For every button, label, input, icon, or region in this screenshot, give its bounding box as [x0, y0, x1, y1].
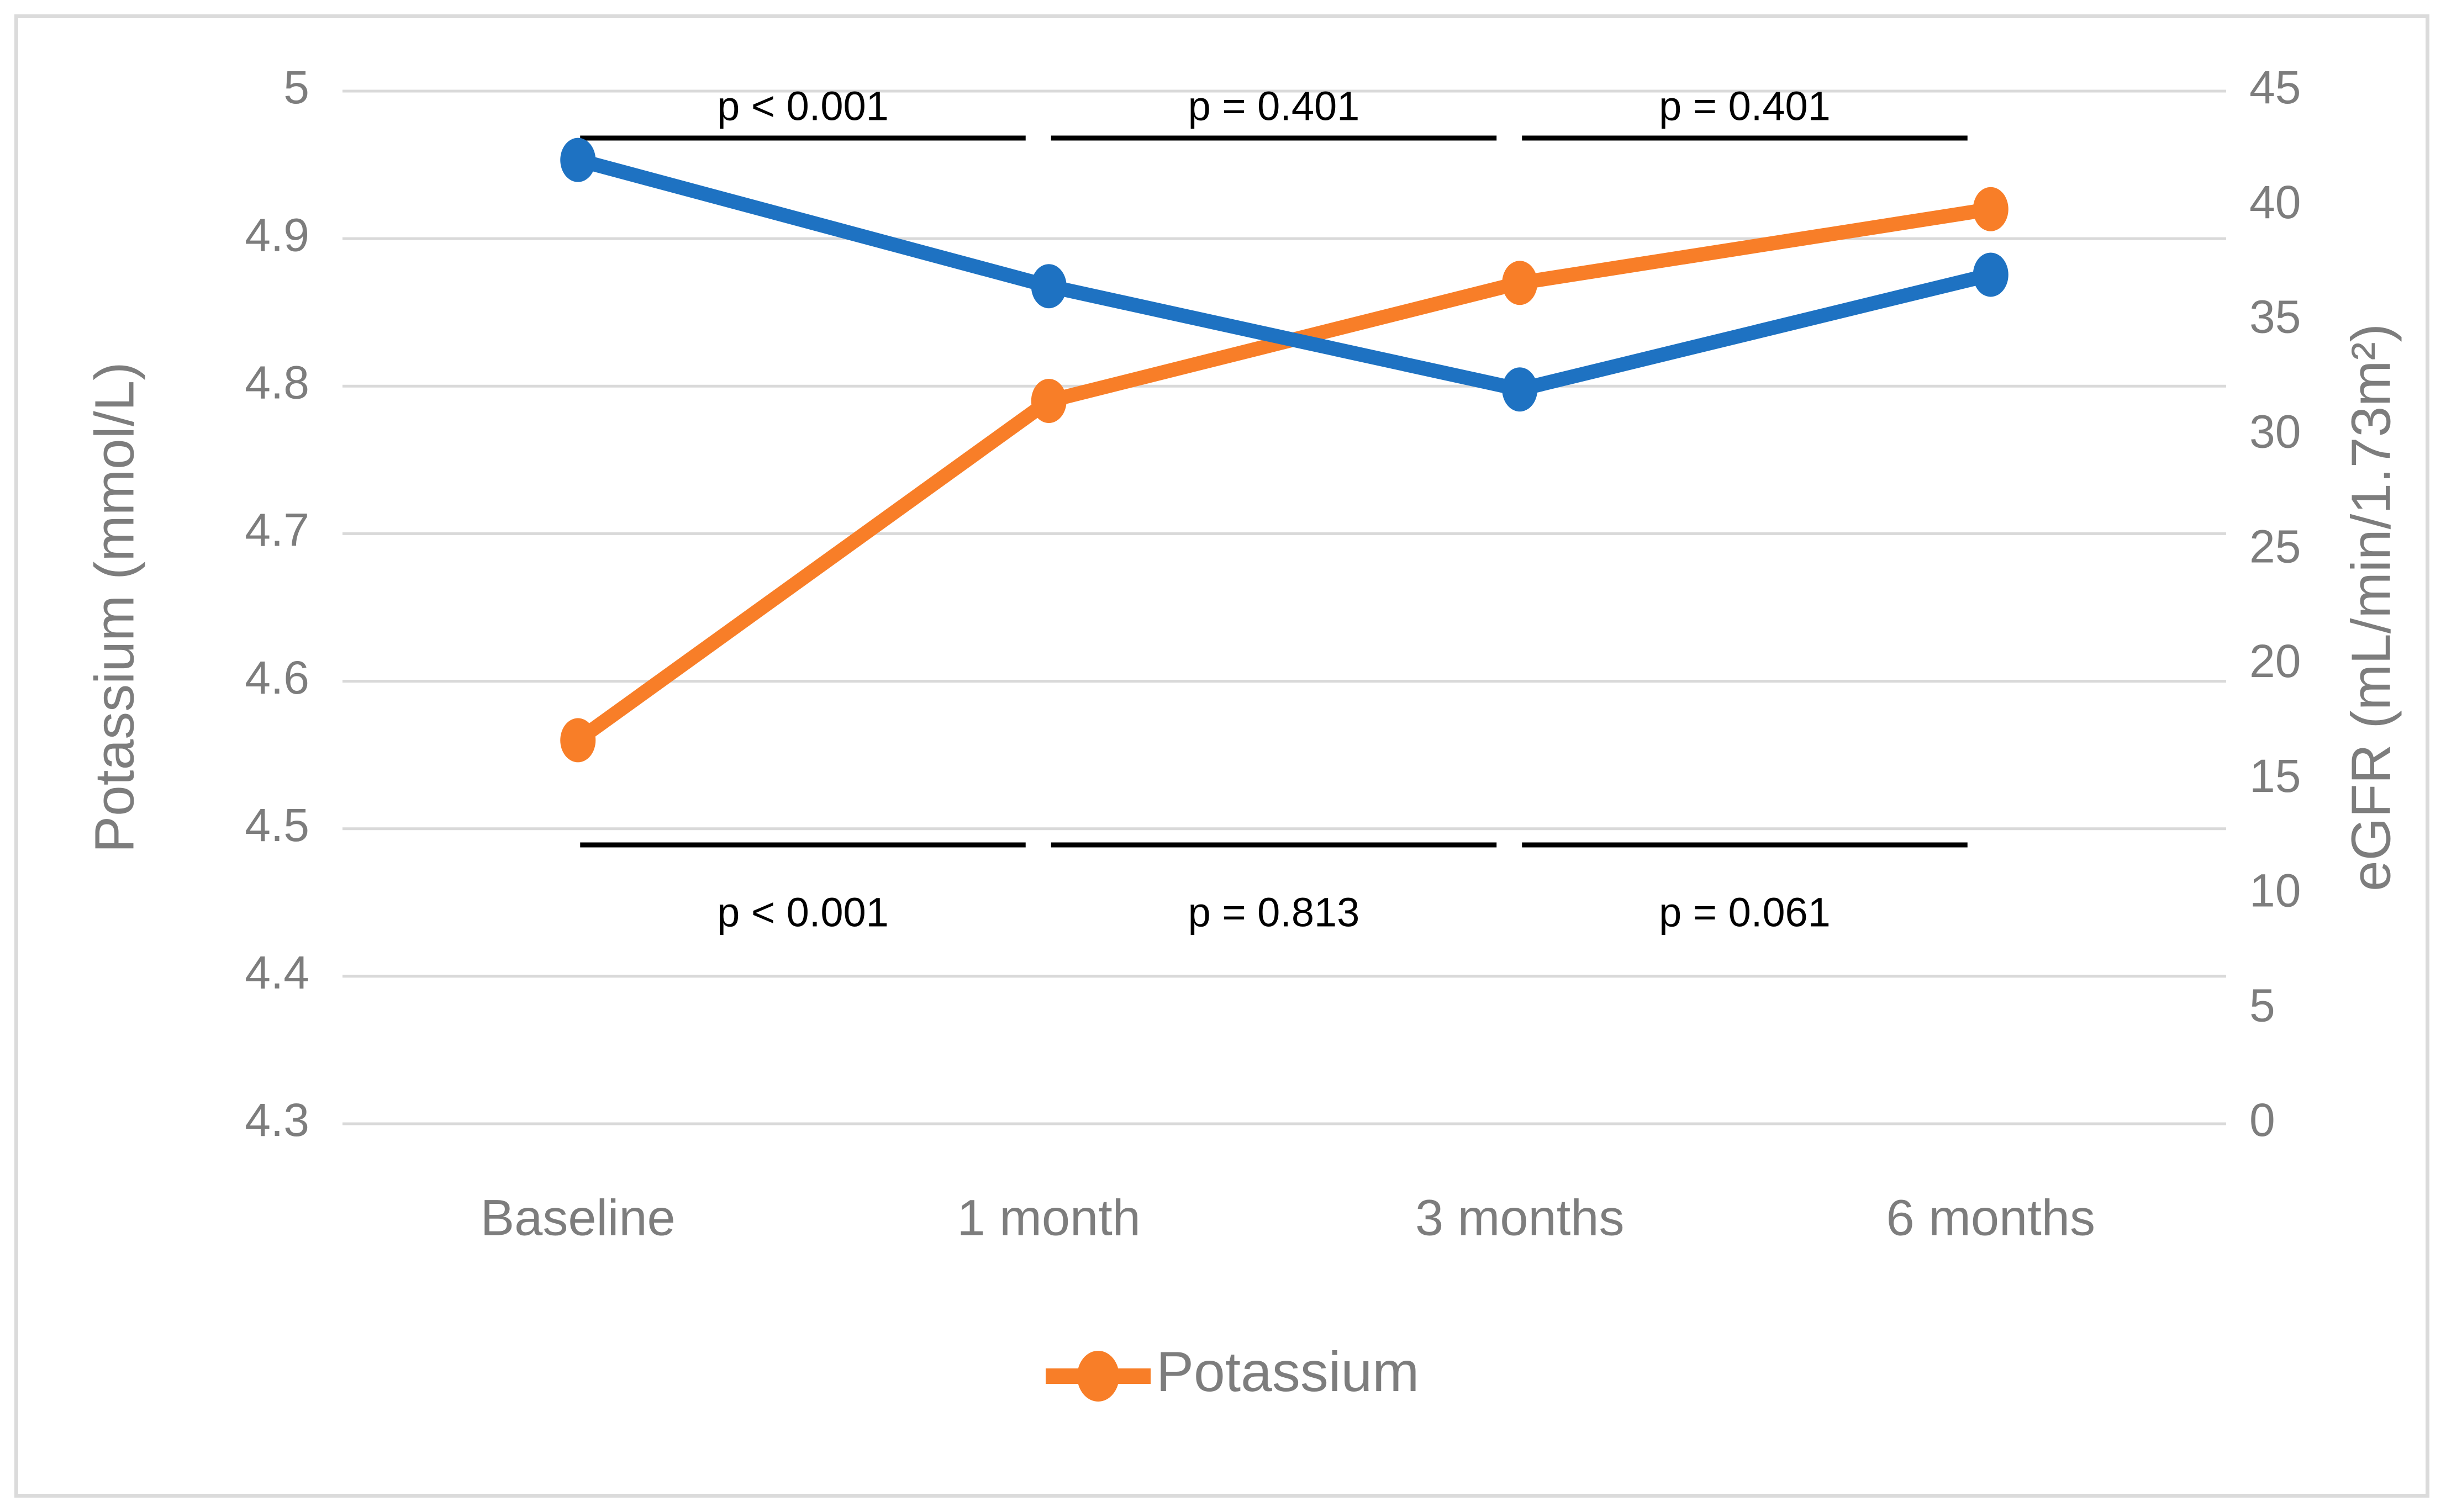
left-axis-tick-label: 5 [283, 61, 309, 113]
series-line-potassium [571, 202, 1998, 748]
x-axis-category-label: 6 months [1886, 1189, 2095, 1246]
right-axis-tick-label: 0 [2249, 1094, 2275, 1146]
right-axis-tick-label: 45 [2249, 61, 2301, 113]
legend-item-label: Potassium [1156, 1340, 1419, 1403]
x-axis-category-label: 1 month [957, 1189, 1141, 1246]
left-axis-title: Potassium (mmol/L) [83, 362, 145, 853]
right-axis-tick-label: 15 [2249, 750, 2301, 802]
chart-frame-border [14, 14, 2429, 1498]
right-axis-title: eGFR (mL/min/1.73m²) [2340, 324, 2402, 891]
data-point-marker-egfr [560, 138, 596, 182]
left-axis-tick-label: 4.5 [245, 799, 309, 851]
right-axis-tick-label: 35 [2249, 291, 2301, 343]
p-value-label: p = 0.401 [1188, 83, 1360, 129]
p-value-label: p = 0.061 [1659, 890, 1831, 935]
right-axis-tick-label: 30 [2249, 406, 2301, 458]
right-axis-tick-label: 40 [2249, 176, 2301, 228]
data-point-marker-potassium [1031, 379, 1067, 423]
data-point-marker-potassium [1973, 187, 2009, 231]
data-point-marker-egfr [1031, 264, 1067, 309]
p-value-label: p = 0.813 [1188, 890, 1360, 935]
right-axis-tick-label: 5 [2249, 979, 2275, 1031]
legend-marker-point [1077, 1351, 1119, 1402]
left-axis-tick-label: 4.9 [245, 209, 309, 261]
left-axis-tick-label: 4.7 [245, 504, 309, 556]
x-axis-category-label: Baseline [481, 1189, 676, 1246]
p-value-label: p < 0.001 [717, 890, 889, 935]
data-point-marker-potassium [560, 718, 596, 763]
left-axis-tick-label: 4.8 [245, 356, 309, 408]
left-axis-tick-label: 4.3 [245, 1094, 309, 1146]
p-value-label: p < 0.001 [717, 83, 889, 129]
left-axis-tick-label: 4.6 [245, 652, 309, 704]
data-point-marker-egfr [1973, 252, 2009, 297]
x-axis-category-label: 3 months [1415, 1189, 1624, 1246]
right-axis-tick-label: 25 [2249, 520, 2301, 572]
right-axis-tick-label: 10 [2249, 865, 2301, 917]
right-axis-tick-label: 20 [2249, 635, 2301, 687]
series-line-egfr [571, 152, 1998, 397]
left-axis-tick-label: 4.4 [245, 947, 309, 998]
data-point-marker-potassium [1502, 261, 1538, 305]
p-value-label: p = 0.401 [1659, 83, 1831, 129]
data-point-marker-egfr [1502, 367, 1538, 412]
